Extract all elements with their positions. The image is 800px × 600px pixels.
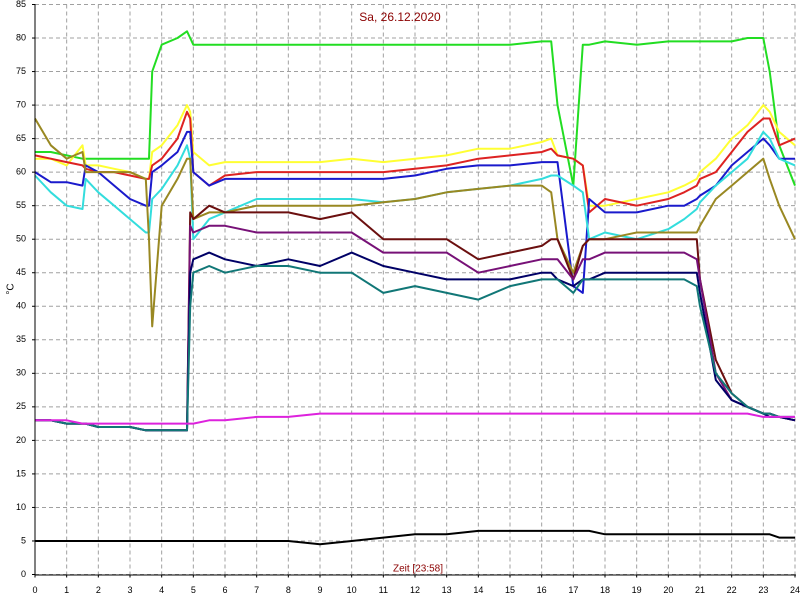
x-tick-label: 2 — [96, 585, 101, 595]
y-tick-label: 25 — [16, 401, 26, 411]
series-line — [35, 30, 796, 187]
x-tick-label: 5 — [191, 585, 196, 595]
x-tick-label: 21 — [695, 585, 705, 595]
y-tick-label: 0 — [21, 569, 26, 579]
x-tick-label: 0 — [32, 585, 37, 595]
series-line — [34, 110, 796, 214]
x-tick-label: 4 — [159, 585, 164, 595]
y-tick-label: 5 — [21, 535, 26, 545]
x-tick-label: 12 — [410, 585, 420, 595]
x-tick-label: 1 — [64, 585, 69, 595]
series-line — [35, 412, 795, 425]
y-tick-label: 10 — [16, 502, 26, 512]
y-tick-label: 35 — [16, 334, 26, 344]
y-tick-label: 40 — [16, 301, 26, 311]
y-tick-label: 75 — [16, 66, 26, 76]
x-tick-label: 8 — [286, 585, 291, 595]
y-tick-label: 15 — [16, 468, 26, 478]
y-tick-label: 80 — [16, 32, 26, 42]
y-tick-label: 85 — [16, 0, 26, 9]
x-tick-label: 13 — [442, 585, 452, 595]
x-tick-label: 24 — [790, 585, 800, 595]
x-tick-label: 17 — [568, 585, 578, 595]
y-axis-label: °C — [6, 283, 17, 294]
x-axis-label: Zeit [23:58] — [393, 564, 443, 575]
x-tick-label: 10 — [347, 585, 357, 595]
lines — [34, 30, 796, 546]
y-tick-label: 65 — [16, 133, 26, 143]
x-tick-label: 19 — [632, 585, 642, 595]
x-tick-label: 15 — [505, 585, 515, 595]
x-tick-label: 23 — [758, 585, 768, 595]
y-tick-label: 45 — [16, 267, 26, 277]
x-tick-label: 7 — [254, 585, 259, 595]
x-tick-label: 20 — [663, 585, 673, 595]
series-line — [35, 265, 795, 432]
series-line — [34, 130, 795, 294]
series-line — [34, 117, 796, 328]
x-tick-label: 22 — [727, 585, 737, 595]
x-tick-label: 11 — [379, 585, 388, 595]
y-tick-label: 70 — [16, 99, 26, 109]
y-tick-label: 50 — [16, 234, 26, 244]
x-tick-label: 18 — [600, 585, 610, 595]
x-tick-label: 9 — [317, 585, 322, 595]
x-tick-label: 6 — [222, 585, 227, 595]
y-tick-label: 20 — [16, 435, 26, 445]
x-tick-label: 14 — [473, 585, 483, 595]
y-tick-label: 55 — [16, 200, 26, 210]
x-tick-label: 3 — [127, 585, 132, 595]
y-tick-label: 30 — [16, 368, 26, 378]
x-tick-label: 16 — [537, 585, 547, 595]
chart-title: Sa, 26.12.2020 — [359, 10, 441, 24]
series-line — [35, 529, 795, 546]
y-tick-label: 60 — [16, 167, 26, 177]
